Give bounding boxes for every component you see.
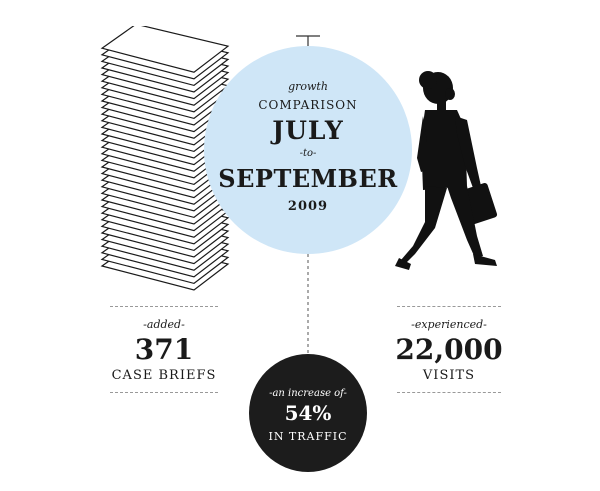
paper-stack-icon — [100, 26, 230, 291]
left-stat-unit: CASE BRIEFS — [111, 368, 217, 383]
header-line-comparison: COMPARISON — [258, 98, 358, 112]
left-stat-label: -added- — [143, 318, 185, 331]
left-stat-value: 371 — [134, 333, 194, 366]
left-stat-bottom-divider — [110, 392, 218, 393]
left-stat: -added- 371 CASE BRIEFS — [99, 318, 229, 383]
left-stat-top-divider — [110, 306, 218, 307]
header-month-start: JULY — [272, 116, 344, 145]
businesswoman-silhouette-icon — [395, 71, 498, 270]
traffic-label: -an increase of- — [269, 388, 347, 399]
right-stat-top-divider — [397, 306, 501, 307]
right-stat-bottom-divider — [397, 392, 501, 393]
right-stat-unit: VISITS — [422, 368, 476, 383]
header-to: -to- — [299, 148, 317, 159]
right-stat: -experienced- 22,000 VISITS — [384, 318, 514, 383]
growth-comparison-circle: growth COMPARISON JULY -to- SEPTEMBER 20… — [204, 46, 412, 254]
header-line-growth: growth — [288, 80, 328, 93]
header-year: 2009 — [287, 199, 329, 214]
traffic-unit: IN TRAFFIC — [268, 430, 348, 443]
right-stat-label: -experienced- — [411, 318, 487, 331]
paper-sheet — [100, 26, 230, 73]
traffic-value: 54% — [284, 401, 332, 425]
right-stat-value: 22,000 — [395, 333, 503, 366]
header-month-end: SEPTEMBER — [218, 164, 398, 193]
traffic-increase-circle: -an increase of- 54% IN TRAFFIC — [249, 354, 367, 472]
